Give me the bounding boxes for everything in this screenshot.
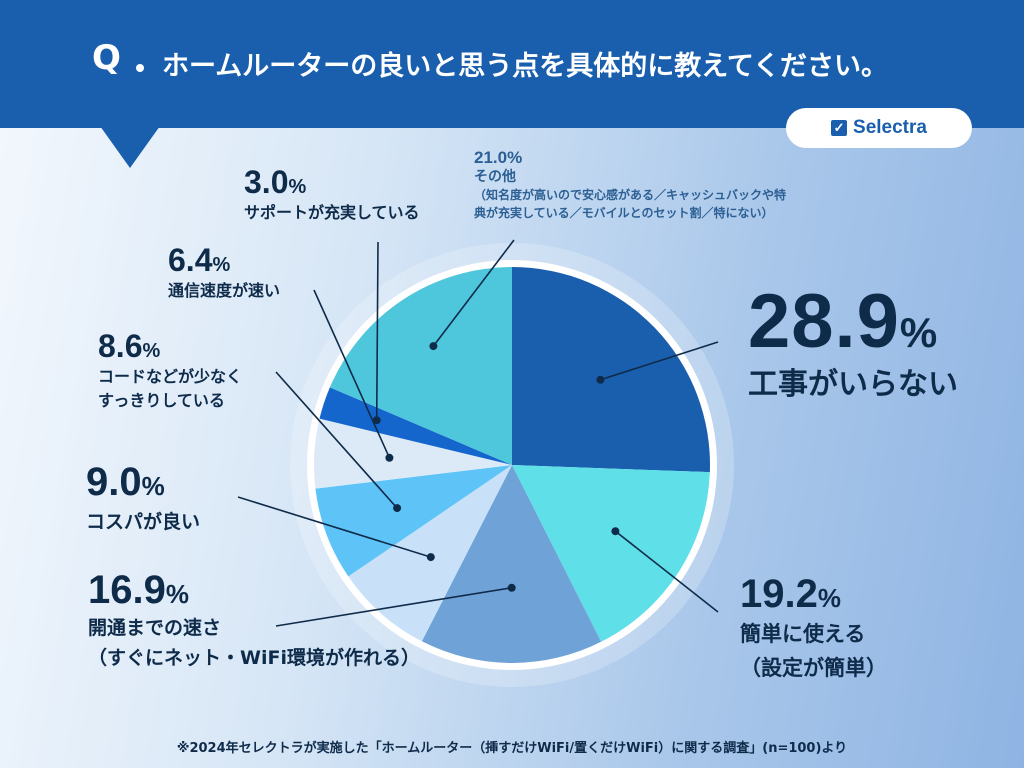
leader-line-3 xyxy=(237,496,432,558)
pie-slice-7 xyxy=(329,267,512,465)
slice-name-6: サポートが充実している xyxy=(244,203,420,222)
label-slice-0: 28.9% 工事がいらない xyxy=(748,278,958,405)
leader-dot-7 xyxy=(429,342,438,351)
pct-sign-1: % xyxy=(817,583,841,613)
logo-text: Selectra xyxy=(853,117,927,138)
slice-name-0: 工事がいらない xyxy=(748,367,958,402)
pct-sign-2: % xyxy=(165,579,189,609)
leader-dot-2 xyxy=(507,583,516,592)
header-band xyxy=(0,0,1024,128)
label-slice-7: 21.0% その他 （知名度が高いので安心感がある／キャッシュバックや特 典が充… xyxy=(474,148,786,222)
leader-dot-1 xyxy=(611,527,620,536)
slice-note-2: （すぐにネット・WiFi環境が作れる） xyxy=(88,647,420,669)
pct-sign-4: % xyxy=(142,340,161,362)
pct-value-0: 28.9 xyxy=(748,279,900,364)
label-slice-1: 19.2% 簡単に使える （設定が簡単） xyxy=(740,572,887,685)
leader-line-5 xyxy=(313,289,391,459)
pct-value-1: 19.2 xyxy=(740,572,818,616)
pct-value-3: 9.0 xyxy=(86,460,142,504)
selectra-logo: ✓ Selectra xyxy=(786,108,972,148)
slice-note-7b: 典が充実している／モバイルとのセット割／特にない） xyxy=(474,206,774,220)
label-slice-5: 6.4% 通信速度が速い xyxy=(168,242,280,303)
pie-slice-2 xyxy=(421,465,602,663)
leader-line-6 xyxy=(375,241,379,421)
question-mark-label: Q xyxy=(92,38,122,78)
leader-dot-3 xyxy=(426,553,435,562)
pie-slice-3 xyxy=(348,465,512,642)
header-notch xyxy=(100,126,160,168)
pie-slice-6 xyxy=(319,387,512,465)
pct-value-7: 21.0 xyxy=(474,148,508,167)
question-mark-dot xyxy=(136,64,144,72)
pct-sign-7: % xyxy=(507,148,523,167)
leader-line-1 xyxy=(614,530,719,613)
pct-sign-0: % xyxy=(899,309,938,356)
pie-slice-4 xyxy=(315,465,512,577)
pie-slice-0 xyxy=(512,267,710,473)
source-footnote: ※2024年セレクトラが実施した「ホームルーター（挿すだけWiFi/置くだけWi… xyxy=(176,741,848,756)
slice-name-4: コードなどが少なく xyxy=(98,367,243,386)
slice-note-4: すっきりしている xyxy=(98,391,225,410)
leader-line-0 xyxy=(600,341,719,381)
pct-value-4: 8.6 xyxy=(98,328,143,364)
pct-sign-3: % xyxy=(141,471,165,501)
slice-name-2: 開通までの速さ xyxy=(88,617,222,639)
leader-dot-6 xyxy=(372,416,381,425)
slice-name-7: その他 xyxy=(474,169,516,185)
slice-name-5: 通信速度が速い xyxy=(168,281,281,300)
leader-line-7 xyxy=(432,239,515,347)
label-slice-3: 9.0% コスパが良い xyxy=(86,460,200,539)
slice-note-1: （設定が簡単） xyxy=(740,656,887,680)
leader-line-4 xyxy=(275,371,398,509)
page-title: ホームルーターの良いと思う点を具体的に教えてください。 xyxy=(162,51,889,82)
slice-note-7a: （知名度が高いので安心感がある／キャッシュバックや特 xyxy=(474,188,787,202)
pct-sign-5: % xyxy=(212,254,231,276)
leader-line-2 xyxy=(275,587,512,627)
slice-name-3: コスパが良い xyxy=(86,511,201,533)
leader-dot-0 xyxy=(596,375,605,384)
pct-value-2: 16.9 xyxy=(88,568,166,612)
leader-dot-5 xyxy=(385,453,394,462)
pct-value-5: 6.4 xyxy=(168,242,213,278)
pie-slice-1 xyxy=(512,465,710,642)
pct-value-6: 3.0 xyxy=(244,164,289,200)
label-slice-4: 8.6% コードなどが少なく すっきりしている xyxy=(98,328,242,413)
pct-sign-6: % xyxy=(288,176,307,198)
label-slice-6: 3.0% サポートが充実している xyxy=(244,164,420,225)
check-box-icon: ✓ xyxy=(831,120,848,136)
slice-name-1: 簡単に使える xyxy=(740,622,866,646)
leader-dot-4 xyxy=(393,504,402,513)
label-slice-2: 16.9% 開通までの速さ （すぐにネット・WiFi環境が作れる） xyxy=(88,568,420,673)
